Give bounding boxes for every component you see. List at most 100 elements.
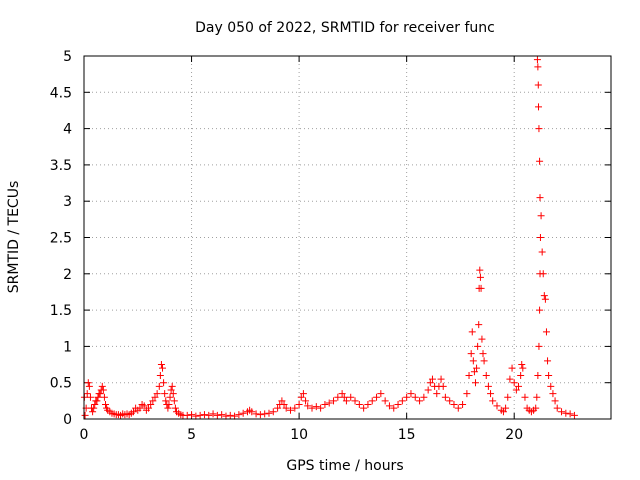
data-point xyxy=(368,397,376,405)
data-point xyxy=(317,404,325,412)
data-point xyxy=(278,397,286,405)
y-tick-label: 1.5 xyxy=(50,303,72,319)
data-point xyxy=(261,410,269,418)
data-point xyxy=(502,404,510,412)
data-point xyxy=(166,393,174,401)
data-point xyxy=(484,382,492,390)
data-point xyxy=(474,342,482,350)
data-point xyxy=(94,393,102,401)
data-point xyxy=(566,410,574,418)
data-point xyxy=(171,404,179,412)
data-point xyxy=(517,371,525,379)
data-point xyxy=(338,390,346,398)
data-point xyxy=(170,397,178,405)
data-point xyxy=(136,404,144,412)
data-point xyxy=(218,411,226,419)
data-point xyxy=(477,284,485,292)
data-point xyxy=(373,393,381,401)
data-point xyxy=(547,382,555,390)
data-point xyxy=(252,410,260,418)
y-tick-labels: 0 0.5 1 1.5 2 2.5 3 3.5 4 4.5 5 xyxy=(50,49,72,428)
data-point xyxy=(165,400,173,408)
y-tick-label: 0.5 xyxy=(50,376,72,392)
data-point xyxy=(269,408,277,416)
data-point xyxy=(81,411,89,419)
data-point xyxy=(475,321,483,329)
data-point xyxy=(470,368,478,376)
data-point xyxy=(535,125,543,133)
data-point xyxy=(209,410,217,418)
data-point xyxy=(426,379,434,387)
data-point xyxy=(536,157,544,165)
data-point xyxy=(394,400,402,408)
data-point xyxy=(355,400,363,408)
data-point xyxy=(420,393,428,401)
data-point xyxy=(96,390,104,398)
data-point xyxy=(521,393,529,401)
data-point xyxy=(508,364,516,372)
data-point xyxy=(512,386,520,394)
data-point xyxy=(188,411,196,419)
data-point xyxy=(93,397,101,405)
data-point xyxy=(205,411,213,419)
data-point xyxy=(256,411,264,419)
data-point xyxy=(538,248,546,256)
y-tick-label: 3 xyxy=(63,194,72,210)
data-point xyxy=(83,390,91,398)
data-point xyxy=(454,404,462,412)
data-point xyxy=(482,371,490,379)
data-point xyxy=(390,404,398,412)
data-point xyxy=(463,390,471,398)
data-point xyxy=(169,390,177,398)
data-point xyxy=(167,386,175,394)
data-point xyxy=(433,390,441,398)
data-point xyxy=(539,270,547,278)
y-tick-label: 5 xyxy=(63,49,72,65)
data-point xyxy=(377,390,385,398)
data-point xyxy=(153,390,161,398)
data-point xyxy=(536,306,544,314)
data-point xyxy=(441,393,449,401)
data-point xyxy=(545,371,553,379)
data-point xyxy=(291,404,299,412)
data-point xyxy=(533,56,541,64)
data-point xyxy=(364,400,372,408)
data-point xyxy=(506,375,514,383)
data-point xyxy=(480,357,488,365)
x-tick-label: 20 xyxy=(505,427,523,443)
data-point xyxy=(321,400,329,408)
data-point xyxy=(89,408,97,416)
data-point xyxy=(286,406,294,414)
y-tick-label: 2.5 xyxy=(50,231,72,247)
data-point xyxy=(168,382,176,390)
data-point xyxy=(476,266,484,274)
data-point xyxy=(468,328,476,336)
x-axis-label: GPS time / hours xyxy=(286,458,403,474)
data-point xyxy=(334,393,342,401)
y-tick-label: 2 xyxy=(63,267,72,283)
x-tick-labels: 0 5 10 15 20 xyxy=(80,427,524,443)
data-point xyxy=(90,404,98,412)
y-tick-label: 3.5 xyxy=(50,158,72,174)
data-point xyxy=(446,397,454,405)
data-point xyxy=(102,400,110,408)
data-point xyxy=(265,409,273,417)
data-point xyxy=(91,400,99,408)
data-point xyxy=(85,382,93,390)
data-point xyxy=(479,350,487,358)
data-point xyxy=(297,393,305,401)
data-point xyxy=(84,379,92,387)
data-point xyxy=(312,403,320,411)
data-point xyxy=(200,411,208,419)
data-point xyxy=(295,400,303,408)
data-point xyxy=(534,63,542,71)
data-point xyxy=(551,397,559,405)
grid xyxy=(84,56,611,419)
data-point xyxy=(99,386,107,394)
data-point xyxy=(518,361,526,369)
data-point xyxy=(156,371,164,379)
data-point xyxy=(534,371,542,379)
data-point xyxy=(473,364,481,372)
x-tick-label: 15 xyxy=(398,427,416,443)
data-point xyxy=(226,411,234,419)
